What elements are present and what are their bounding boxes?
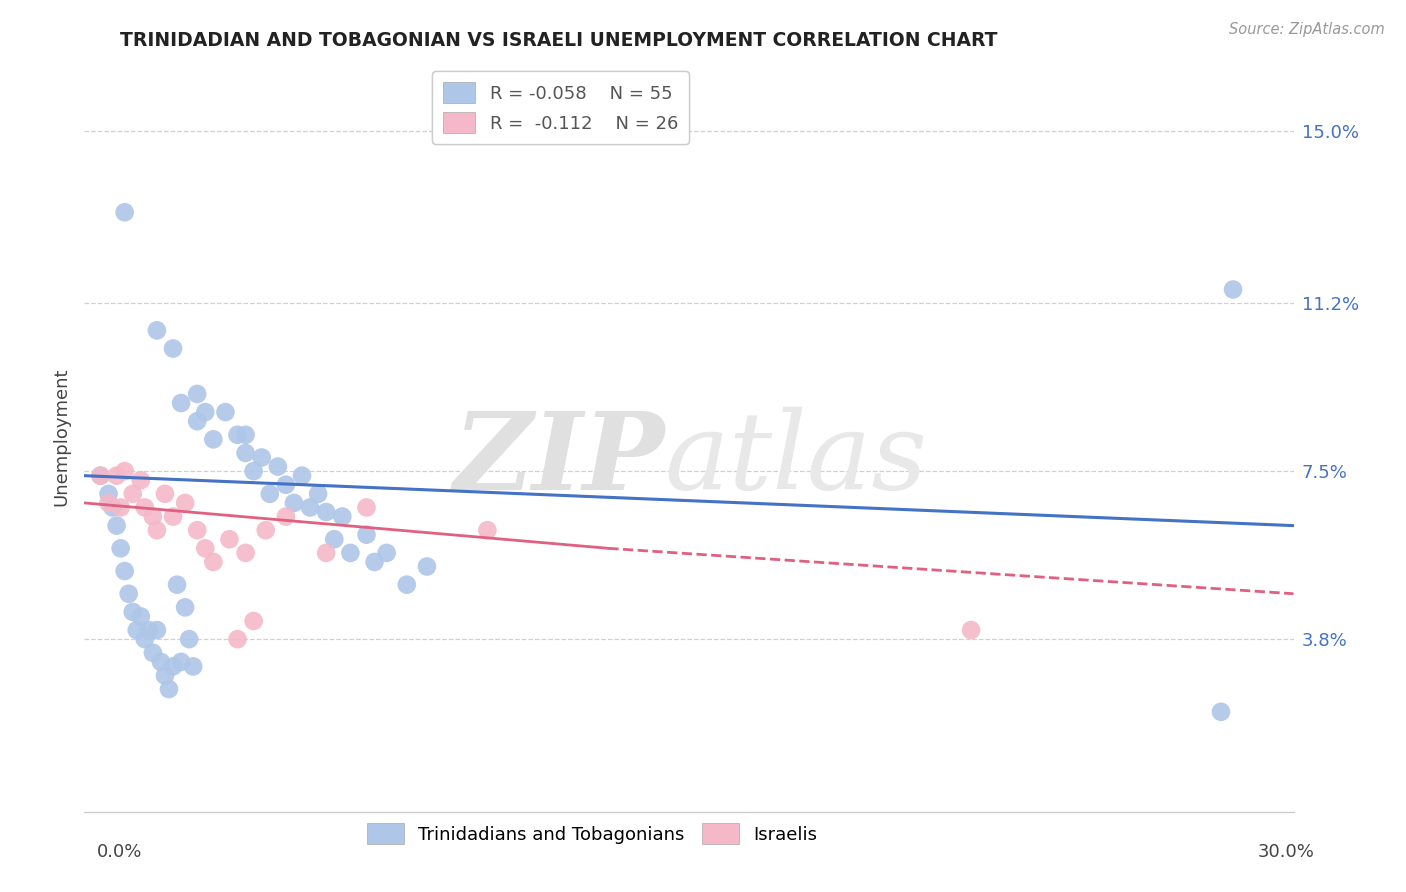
Point bbox=[101, 500, 124, 515]
Point bbox=[960, 623, 983, 637]
Point bbox=[125, 623, 148, 637]
Point bbox=[162, 659, 184, 673]
Point bbox=[142, 646, 165, 660]
Point bbox=[299, 500, 322, 515]
Point bbox=[242, 614, 264, 628]
Point bbox=[202, 555, 225, 569]
Point bbox=[307, 487, 329, 501]
Point bbox=[323, 533, 346, 547]
Point bbox=[315, 546, 337, 560]
Point bbox=[162, 509, 184, 524]
Point bbox=[254, 523, 277, 537]
Point bbox=[105, 468, 128, 483]
Point bbox=[110, 500, 132, 515]
Point bbox=[283, 496, 305, 510]
Point bbox=[89, 468, 111, 483]
Point bbox=[110, 541, 132, 556]
Point bbox=[134, 632, 156, 647]
Point bbox=[375, 546, 398, 560]
Point bbox=[97, 496, 120, 510]
Point bbox=[1209, 705, 1232, 719]
Point bbox=[134, 500, 156, 515]
Point bbox=[226, 632, 249, 647]
Point bbox=[174, 496, 197, 510]
Point bbox=[153, 487, 176, 501]
Point bbox=[146, 323, 169, 337]
Point bbox=[179, 632, 201, 647]
Point bbox=[395, 577, 418, 591]
Point bbox=[138, 623, 160, 637]
Point bbox=[174, 600, 197, 615]
Point bbox=[105, 518, 128, 533]
Point bbox=[218, 533, 240, 547]
Point bbox=[114, 564, 136, 578]
Point bbox=[339, 546, 361, 560]
Point bbox=[89, 468, 111, 483]
Point bbox=[363, 555, 385, 569]
Point bbox=[149, 655, 172, 669]
Point bbox=[146, 623, 169, 637]
Point bbox=[274, 477, 297, 491]
Point bbox=[142, 509, 165, 524]
Point bbox=[97, 487, 120, 501]
Point bbox=[114, 464, 136, 478]
Point bbox=[477, 523, 499, 537]
Point bbox=[170, 655, 193, 669]
Point bbox=[186, 523, 208, 537]
Point bbox=[146, 523, 169, 537]
Point bbox=[121, 605, 143, 619]
Point bbox=[235, 427, 257, 442]
Point bbox=[157, 682, 180, 697]
Point bbox=[259, 487, 281, 501]
Text: TRINIDADIAN AND TOBAGONIAN VS ISRAELI UNEMPLOYMENT CORRELATION CHART: TRINIDADIAN AND TOBAGONIAN VS ISRAELI UN… bbox=[120, 31, 997, 50]
Text: ZIP: ZIP bbox=[453, 407, 665, 513]
Point bbox=[121, 487, 143, 501]
Point bbox=[153, 668, 176, 682]
Point bbox=[186, 414, 208, 428]
Point bbox=[242, 464, 264, 478]
Point bbox=[194, 405, 217, 419]
Point bbox=[181, 659, 204, 673]
Y-axis label: Unemployment: Unemployment bbox=[52, 368, 70, 507]
Point bbox=[250, 450, 273, 465]
Point bbox=[416, 559, 439, 574]
Point bbox=[291, 468, 314, 483]
Text: atlas: atlas bbox=[665, 407, 928, 512]
Point bbox=[274, 509, 297, 524]
Point bbox=[202, 433, 225, 447]
Point bbox=[129, 473, 152, 487]
Point bbox=[356, 527, 378, 541]
Point bbox=[162, 342, 184, 356]
Point bbox=[114, 205, 136, 219]
Point bbox=[186, 387, 208, 401]
Point bbox=[267, 459, 290, 474]
Text: Source: ZipAtlas.com: Source: ZipAtlas.com bbox=[1229, 22, 1385, 37]
Point bbox=[194, 541, 217, 556]
Point bbox=[129, 609, 152, 624]
Legend: Trinidadians and Tobagonians, Israelis: Trinidadians and Tobagonians, Israelis bbox=[360, 816, 824, 851]
Point bbox=[166, 577, 188, 591]
Point bbox=[118, 587, 141, 601]
Point bbox=[356, 500, 378, 515]
Point bbox=[235, 546, 257, 560]
Point bbox=[170, 396, 193, 410]
Point bbox=[235, 446, 257, 460]
Point bbox=[1222, 283, 1244, 297]
Text: 0.0%: 0.0% bbox=[97, 843, 142, 861]
Point bbox=[315, 505, 337, 519]
Point bbox=[226, 427, 249, 442]
Point bbox=[214, 405, 236, 419]
Point bbox=[330, 509, 353, 524]
Text: 30.0%: 30.0% bbox=[1258, 843, 1315, 861]
